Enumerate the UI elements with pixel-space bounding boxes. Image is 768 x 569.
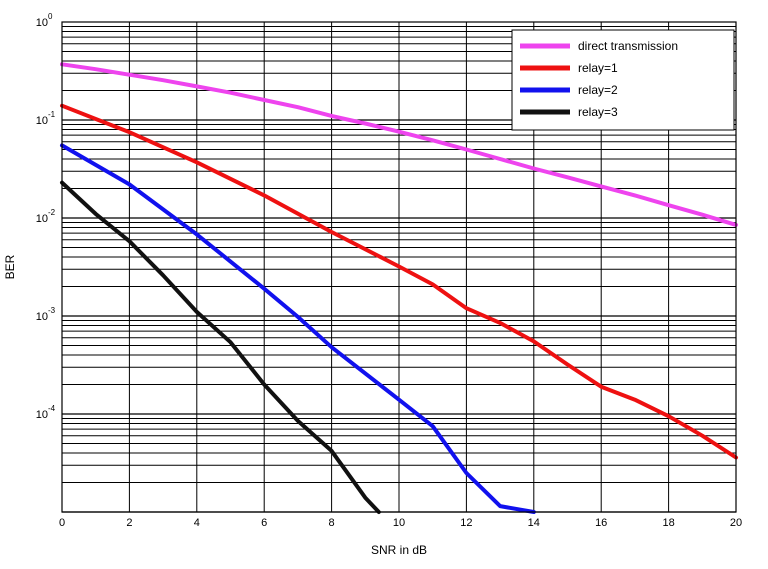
y-axis-label: BER <box>3 254 17 279</box>
x-tick-label: 16 <box>595 517 607 529</box>
y-tick-label: 10 <box>36 213 48 225</box>
legend-label-1: direct transmission <box>578 39 678 53</box>
x-tick-label: 0 <box>59 517 65 529</box>
x-tick-label: 14 <box>528 517 540 529</box>
x-tick-label: 20 <box>730 517 742 529</box>
legend-label-4: relay=3 <box>578 105 618 119</box>
y-tick-label: 10 <box>36 17 48 29</box>
series-lines <box>60 62 738 514</box>
y-tick-exponent: -3 <box>48 306 56 315</box>
x-tick-label: 2 <box>126 517 132 529</box>
series-line-4 <box>60 180 381 514</box>
y-tick-exponent: 0 <box>48 12 53 21</box>
y-tick-label: 10 <box>36 115 48 127</box>
x-tick-label: 18 <box>662 517 674 529</box>
series-line-3 <box>60 143 536 514</box>
y-tick-exponent: -4 <box>48 404 56 413</box>
y-tick-exponent: -1 <box>48 110 56 119</box>
y-tick-exponent: -2 <box>48 208 56 217</box>
x-tick-label: 4 <box>194 517 200 529</box>
legend-label-2: relay=1 <box>578 61 618 75</box>
x-tick-label: 10 <box>393 517 405 529</box>
legend-label-3: relay=2 <box>578 83 618 97</box>
legend: direct transmission relay=1 relay=2 relay=3 <box>511 29 735 131</box>
x-axis-label: SNR in dB <box>371 543 427 557</box>
x-tick-label: 6 <box>261 517 267 529</box>
x-tick-label: 12 <box>460 517 472 529</box>
series-line-2 <box>60 103 738 460</box>
x-tick-label: 8 <box>329 517 335 529</box>
y-tick-label: 10 <box>36 311 48 323</box>
series-line-1 <box>60 62 738 227</box>
y-tick-label: 10 <box>36 409 48 421</box>
plot-frame <box>61 21 737 513</box>
